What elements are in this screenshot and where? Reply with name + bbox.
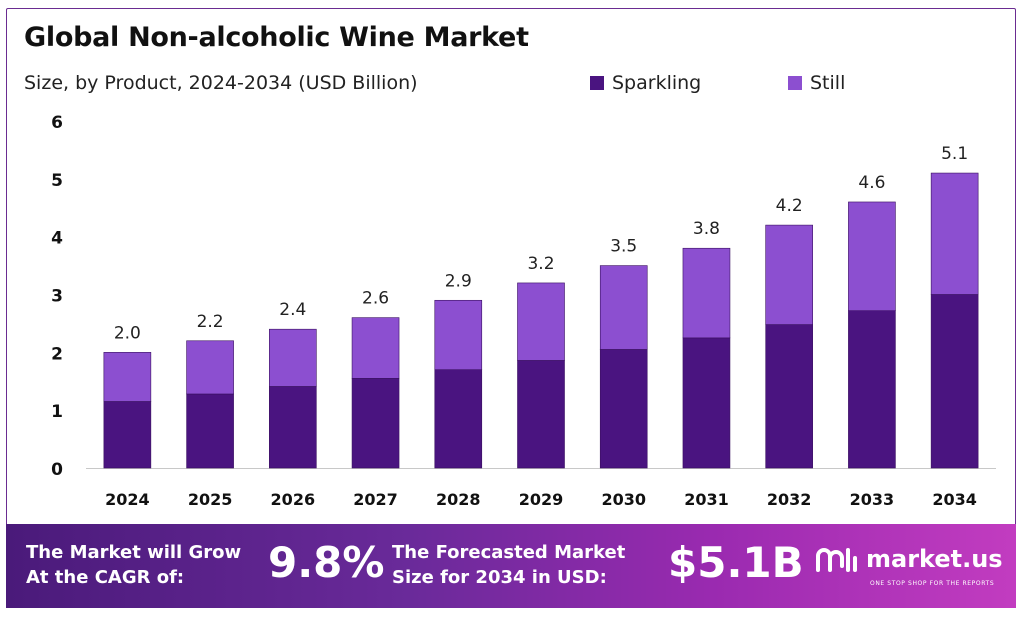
bar-total-label: 2.6 (362, 289, 389, 309)
bar-sparkling-2031 (682, 337, 731, 469)
bar-total-label: 2.2 (197, 312, 224, 332)
x-tick-label: 2026 (271, 490, 316, 509)
brand-logo: market.us (814, 544, 1003, 574)
bar-sparkling-2034 (930, 294, 979, 469)
bar-sparkling-2032 (765, 324, 813, 469)
bar-total-label: 4.2 (776, 196, 803, 216)
bar-total-label: 5.1 (941, 144, 968, 164)
legend-swatch-sparkling (590, 76, 604, 90)
cagr-caption: The Market will Grow At the CAGR of: (26, 540, 241, 590)
bar-total-label: 3.5 (610, 237, 637, 257)
legend-swatch-still (788, 76, 802, 90)
chart-title: Global Non-alcoholic Wine Market (24, 22, 529, 53)
bar-sparkling-2029 (517, 360, 565, 469)
y-tick-label: 0 (51, 460, 63, 480)
cagr-caption-line2: At the CAGR of: (26, 567, 185, 588)
y-tick-label: 5 (51, 171, 63, 191)
x-tick-label: 2030 (601, 490, 646, 509)
summary-banner: The Market will Grow At the CAGR of: 9.8… (6, 524, 1016, 608)
bar-total-label: 3.2 (527, 254, 554, 274)
x-tick-label: 2028 (436, 490, 481, 509)
bar-sparkling-2033 (848, 310, 896, 469)
y-tick-label: 6 (51, 113, 63, 133)
bar-still-2030 (599, 265, 648, 350)
y-tick-label: 2 (51, 344, 63, 364)
bar-total-label: 3.8 (693, 219, 720, 239)
bar-total-label: 2.9 (445, 271, 472, 291)
forecast-caption: The Forecasted Market Size for 2034 in U… (392, 540, 625, 590)
bar-chart: 0 1 2 3 4 5 6 2.0 2024 2.2 2025 2.4 2026 2.6 2027 2.9 20… (51, 113, 996, 509)
x-tick-label: 2025 (188, 490, 233, 509)
bar-total-label: 2.4 (279, 300, 306, 320)
forecast-caption-line2: Size for 2034 in USD: (392, 567, 607, 588)
bar-still-2033 (848, 201, 896, 311)
x-tick-label: 2033 (850, 490, 895, 509)
bar-total-label: 2.0 (114, 323, 141, 343)
bar-total-label: 4.6 (858, 173, 885, 193)
bar-sparkling-2024 (103, 401, 152, 469)
bar-still-2027 (351, 317, 400, 379)
x-tick-label: 2032 (767, 490, 812, 509)
legend-item-still: Still (788, 72, 845, 94)
legend-label-still: Still (810, 72, 846, 94)
forecast-caption-line1: The Forecasted Market (392, 542, 626, 563)
bar-still-2031 (682, 247, 731, 339)
x-tick-label: 2034 (932, 490, 977, 509)
bar-still-2029 (517, 282, 565, 361)
legend-item-sparkling: Sparkling (590, 72, 701, 94)
bar-sparkling-2027 (351, 378, 400, 469)
bar-still-2024 (103, 352, 152, 402)
forecast-value: $5.1B (668, 538, 804, 587)
brand-logo-icon (816, 548, 857, 572)
bar-sparkling-2030 (599, 349, 648, 469)
x-tick-label: 2029 (519, 490, 564, 509)
cagr-caption-line1: The Market will Grow (26, 542, 242, 563)
bar-sparkling-2028 (434, 369, 483, 469)
bar-sparkling-2025 (186, 393, 234, 469)
bar-still-2034 (930, 172, 979, 295)
brand-name: market.us (866, 545, 1003, 573)
legend-label-sparkling: Sparkling (612, 72, 702, 94)
brand-tagline: ONE STOP SHOP FOR THE REPORTS (870, 580, 995, 587)
chart-subtitle: Size, by Product, 2024-2034 (USD Billion… (24, 72, 418, 94)
bar-still-2028 (434, 299, 483, 370)
bar-sparkling-2026 (269, 386, 317, 469)
y-tick-label: 1 (51, 402, 63, 422)
cagr-value: 9.8% (268, 538, 385, 587)
y-tick-label: 4 (51, 229, 63, 249)
x-tick-label: 2027 (353, 490, 398, 509)
bar-still-2026 (269, 328, 317, 387)
x-tick-label: 2031 (684, 490, 729, 509)
y-tick-label: 3 (51, 287, 63, 307)
bar-still-2032 (765, 224, 813, 325)
x-tick-label: 2024 (105, 490, 150, 509)
bar-still-2025 (186, 340, 234, 395)
